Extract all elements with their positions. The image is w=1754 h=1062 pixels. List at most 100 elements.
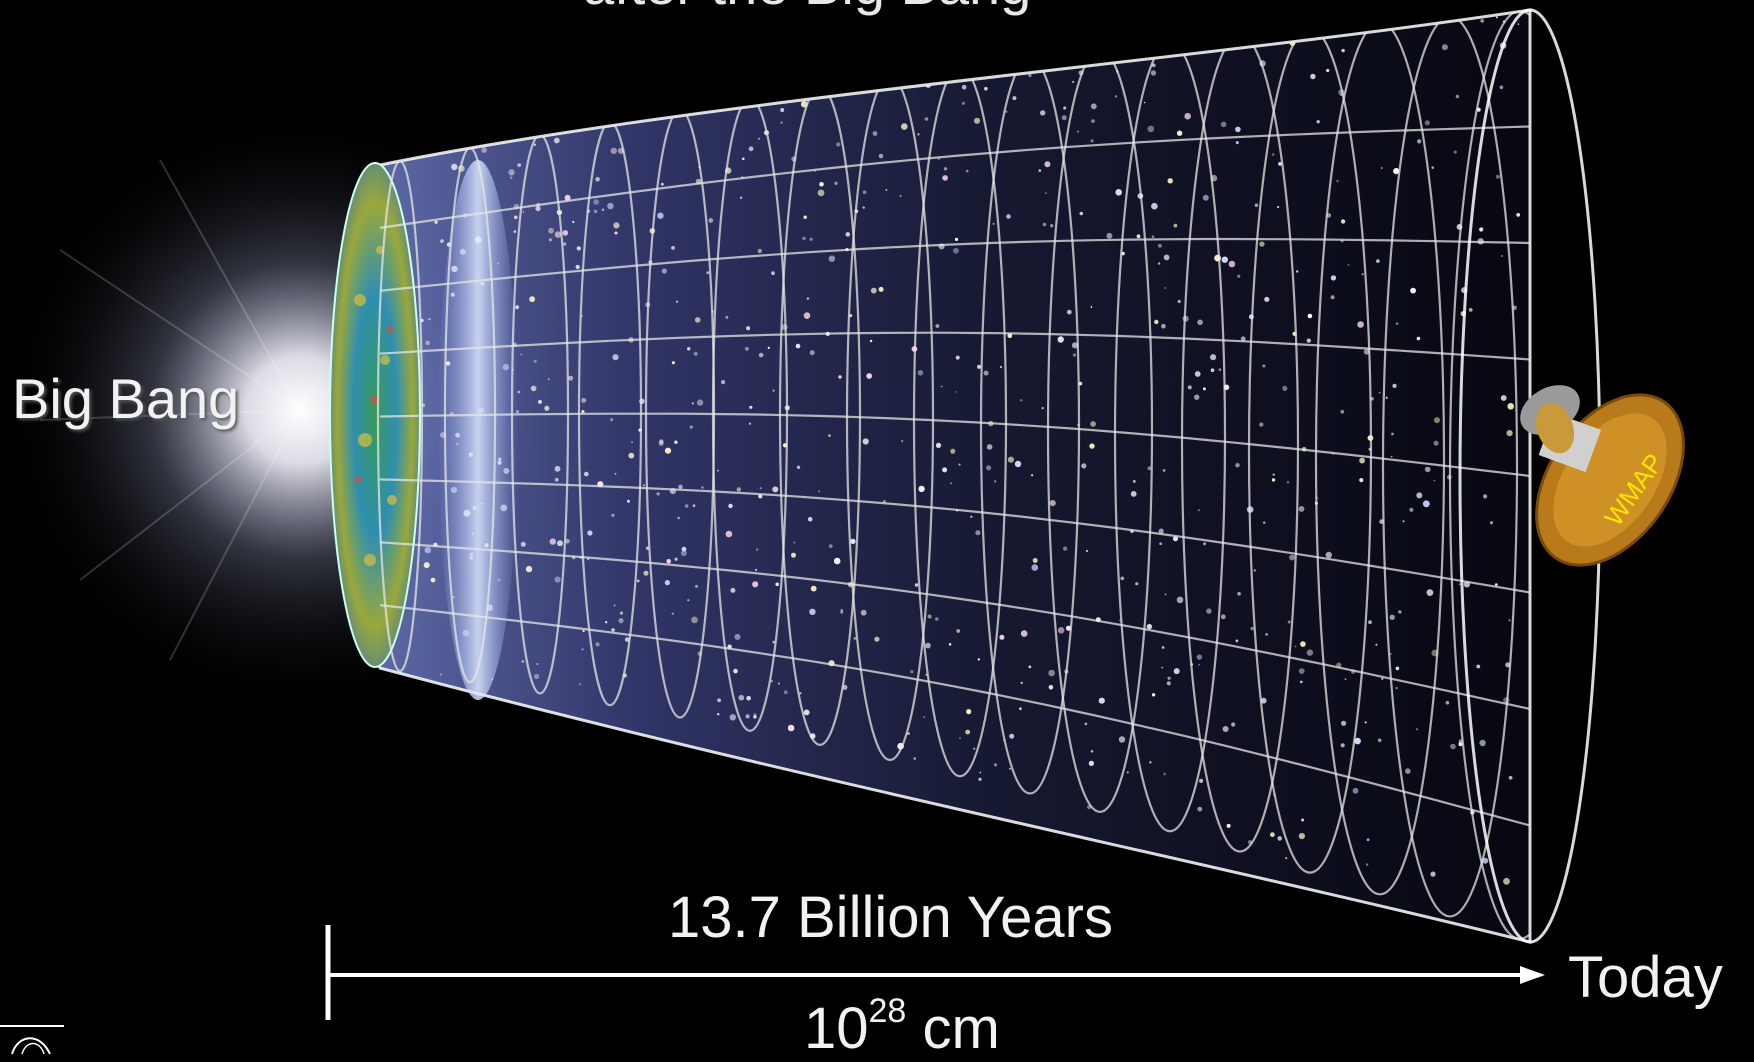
galaxy-dot [1483, 494, 1488, 499]
galaxy-dot [1441, 44, 1448, 51]
galaxy-dot [977, 658, 980, 661]
galaxy-dot [643, 570, 649, 576]
galaxy-dot [564, 194, 571, 201]
galaxy-dot [1393, 168, 1400, 175]
galaxy-dot [1167, 676, 1171, 680]
galaxy-dot [1040, 110, 1046, 116]
galaxy-dot [1090, 103, 1097, 110]
galaxy-dot [1391, 432, 1394, 436]
galaxy-dot [1091, 119, 1095, 123]
galaxy-dot [554, 477, 559, 482]
galaxy-dot [1453, 150, 1457, 154]
galaxy-dot [1409, 507, 1414, 512]
galaxy-dot [693, 351, 698, 356]
galaxy-dot [1289, 554, 1295, 561]
galaxy-dot [562, 230, 569, 236]
galaxy-dot [547, 378, 550, 381]
galaxy-dot [581, 397, 587, 403]
galaxy-dot [1340, 219, 1346, 224]
galaxy-dot [1375, 643, 1378, 646]
galaxy-dot [1077, 130, 1079, 133]
galaxy-dot [1330, 275, 1337, 281]
galaxy-dot [1479, 739, 1486, 747]
galaxy-dot [1506, 430, 1513, 437]
galaxy-dot [1042, 222, 1047, 227]
galaxy-dot [692, 504, 696, 508]
galaxy-dot [994, 480, 997, 483]
galaxy-dot [901, 123, 908, 130]
galaxy-dot [728, 503, 733, 509]
galaxy-dot [1365, 863, 1369, 866]
galaxy-dot [717, 469, 719, 472]
galaxy-dot [795, 343, 801, 349]
galaxy-dot [605, 621, 608, 624]
galaxy-dot [1226, 823, 1231, 828]
galaxy-dot [984, 86, 988, 91]
galaxy-dot [517, 390, 521, 394]
galaxy-dot [828, 544, 833, 548]
galaxy-dot [557, 540, 563, 547]
galaxy-dot [806, 297, 810, 300]
galaxy-dot [1433, 440, 1439, 446]
galaxy-dot [1147, 466, 1152, 471]
galaxy-dot [965, 729, 971, 735]
galaxy-dot [1044, 161, 1051, 168]
galaxy-dot [1146, 623, 1153, 630]
galaxy-dot [535, 205, 541, 212]
big-bang-label: Big Bang [12, 367, 240, 430]
galaxy-dot [1402, 520, 1405, 523]
galaxy-dot [1161, 323, 1166, 329]
galaxy-dot [680, 550, 687, 557]
galaxy-dot [1199, 778, 1204, 784]
galaxy-dot [696, 399, 704, 406]
galaxy-dot [744, 346, 750, 351]
galaxy-dot [671, 612, 674, 615]
galaxy-dot [975, 530, 981, 536]
galaxy-dot [725, 316, 729, 319]
galaxy-dot [1272, 473, 1275, 476]
galaxy-dot [1210, 354, 1217, 361]
galaxy-dot [613, 222, 620, 229]
galaxy-dot [919, 73, 924, 78]
galaxy-dot [529, 296, 535, 303]
galaxy-dot [1151, 693, 1156, 697]
galaxy-dot [845, 232, 851, 237]
galaxy-dot [695, 584, 698, 588]
galaxy-dot [1085, 549, 1089, 553]
galaxy-dot [757, 248, 762, 254]
size-label: 1028 cm [804, 992, 1000, 1062]
galaxy-dot [1031, 564, 1039, 571]
galaxy-dot [1368, 620, 1372, 625]
grid-line [379, 478, 1530, 594]
galaxy-dot [860, 609, 867, 616]
galaxy-dot [694, 317, 701, 323]
galaxy-dot [1392, 383, 1397, 388]
galaxy-dot [746, 695, 751, 701]
galaxy-dot [956, 629, 961, 633]
galaxy-dot [451, 163, 458, 171]
galaxy-dot [1455, 94, 1460, 99]
galaxy-dot [1344, 678, 1347, 681]
galaxy-dot [1330, 295, 1335, 300]
galaxy-dot [1278, 162, 1282, 166]
galaxy-dot [869, 339, 873, 343]
galaxy-dot [430, 577, 436, 583]
galaxy-dot [612, 354, 619, 361]
galaxy-dot [1184, 112, 1191, 120]
galaxy-dot [1501, 255, 1503, 257]
galaxy-dot [581, 648, 584, 651]
galaxy-dot [742, 157, 745, 161]
galaxy-dot [870, 287, 877, 294]
galaxy-dot [656, 492, 660, 496]
galaxy-dot [1380, 167, 1383, 169]
galaxy-dot [753, 713, 757, 717]
galaxy-dot [1066, 309, 1072, 315]
galaxy-dot [1517, 23, 1520, 25]
galaxy-dot [1012, 96, 1017, 101]
galaxy-dot [958, 463, 961, 466]
galaxy-dot [1495, 16, 1498, 19]
galaxy-dot [1265, 632, 1269, 636]
galaxy-dot [582, 629, 585, 633]
galaxy-dot [1398, 610, 1402, 614]
galaxy-dot [924, 117, 929, 121]
